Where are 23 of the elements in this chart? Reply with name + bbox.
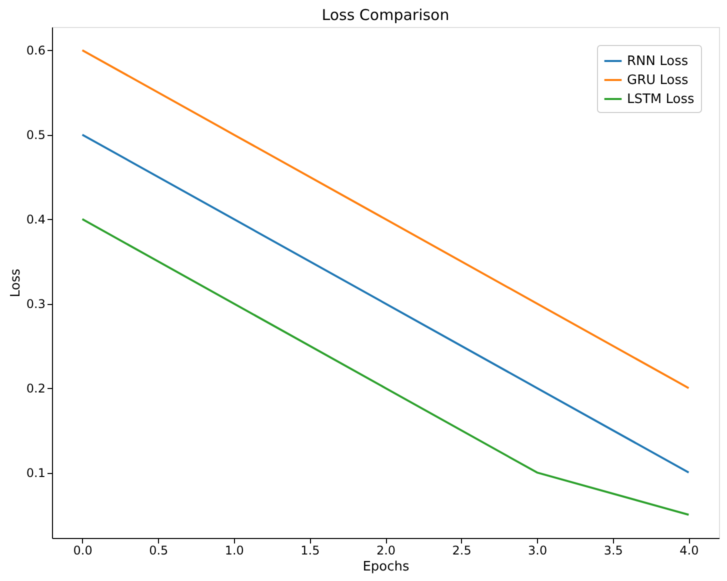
y-axis-title: Loss — [8, 268, 24, 298]
x-tick-label: 2.0 — [376, 544, 396, 558]
x-axis-title: Epochs — [362, 560, 410, 574]
line-series — [81, 218, 690, 516]
line-series — [81, 134, 690, 474]
x-tick-label: 3.0 — [528, 544, 548, 558]
y-tick-label: 0.1 — [26, 466, 46, 480]
x-tick-label: 4.0 — [680, 544, 699, 558]
x-tick-label: 0.0 — [73, 544, 92, 558]
chart-title: Loss Comparison — [322, 6, 450, 24]
x-tick-label: 0.5 — [149, 544, 168, 558]
legend-label: LSTM Loss — [627, 92, 695, 107]
x-tick-label: 1.5 — [300, 544, 320, 558]
y-tick-label: 0.2 — [26, 382, 46, 396]
y-tick-label: 0.3 — [26, 297, 46, 312]
legend-label: GRU Loss — [627, 73, 688, 88]
x-tick-label: 3.5 — [604, 544, 623, 558]
x-tick-label: 2.5 — [452, 544, 472, 558]
y-tick-label: 0.6 — [26, 44, 46, 58]
x-tick-label: 1.0 — [224, 544, 244, 558]
y-tick-label: 0.5 — [26, 128, 46, 142]
y-tick-label: 0.4 — [26, 212, 46, 227]
legend-label: RNN Loss — [627, 54, 688, 69]
